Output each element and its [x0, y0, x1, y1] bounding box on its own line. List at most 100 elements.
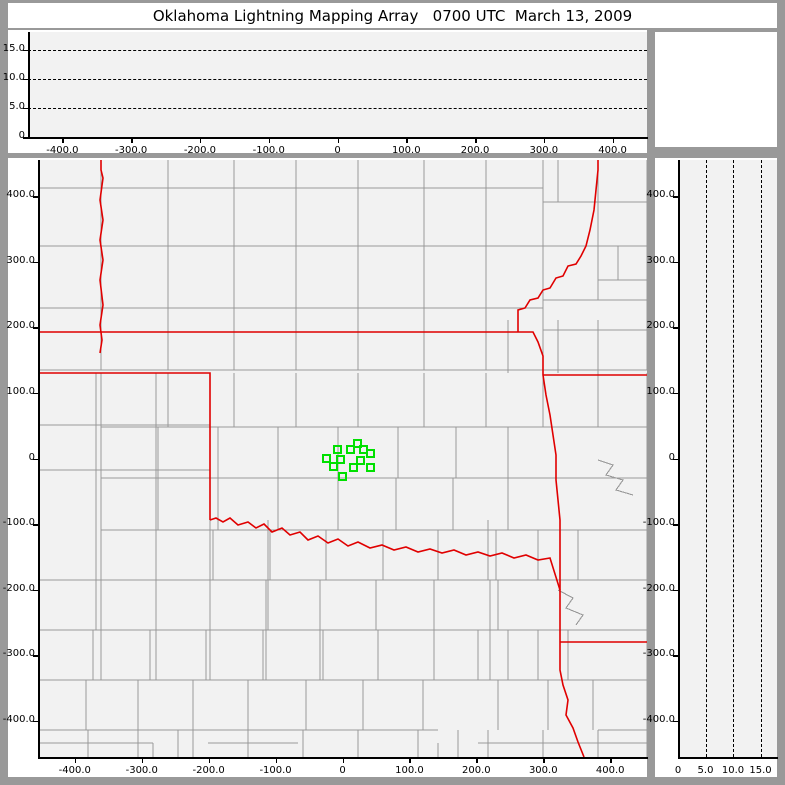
map-y-tick [33, 327, 39, 329]
map-x-tick-label: 100.0 [395, 765, 424, 776]
map-x-tick [342, 757, 344, 763]
top-panel-gridline [28, 78, 647, 80]
right-panel-y-tick [673, 458, 679, 460]
map-y-tick-label: -100.0 [2, 517, 35, 529]
map-x-tick-label: -100.0 [259, 765, 292, 776]
map-y-tick [33, 196, 39, 198]
lightning-source-marker [338, 472, 347, 482]
top-panel-y-axis [28, 32, 30, 137]
map-y-tick-label: 400.0 [6, 189, 35, 201]
top-panel-x-tick [543, 137, 546, 143]
right-panel-y-tick-label: 0 [668, 451, 675, 463]
right-panel-y-tick [673, 589, 679, 592]
top-panel-x-tick-label: -100.0 [252, 145, 285, 156]
map-y-tick [33, 720, 39, 723]
altitude-histogram-panel[interactable] [678, 160, 777, 757]
right-panel-y-tick-label: 200.0 [646, 320, 675, 332]
top-panel-y-tick [23, 137, 29, 139]
lightning-source-marker [328, 461, 338, 471]
map-x-tick-label: -400.0 [58, 765, 91, 776]
right-panel-y-tick-label: 100.0 [646, 385, 675, 397]
map-y-tick-label: 0 [28, 451, 35, 463]
map-y-tick [33, 589, 39, 592]
title-bar: Oklahoma Lightning Mapping Array 0700 UT… [8, 3, 777, 28]
top-panel-gridline [28, 107, 647, 109]
right-panel-gridline [760, 160, 762, 757]
lightning-source-marker [356, 455, 366, 465]
right-panel-x-tick-label: 10.0 [721, 765, 745, 776]
right-panel-y-tick-label: -200.0 [642, 582, 675, 594]
page-title: Oklahoma Lightning Mapping Array 0700 UT… [152, 6, 633, 25]
lightning-source-marker [352, 438, 362, 448]
lightning-source-map[interactable] [38, 160, 647, 757]
right-panel-y-tick-label: 400.0 [646, 189, 675, 201]
top-panel-y-tick-label: 0 [18, 130, 25, 141]
top-panel-x-tick [268, 137, 271, 143]
right-panel-y-tick [673, 655, 679, 657]
map-y-tick [33, 261, 39, 264]
map-x-tick [275, 757, 278, 763]
map-x-tick-label: -200.0 [192, 765, 225, 776]
lightning-source-marker [366, 448, 376, 458]
top-panel-x-tick [131, 137, 133, 143]
top-panel-y-tick [23, 107, 29, 110]
right-panel-y-tick [673, 261, 679, 264]
lightning-source-marker [366, 463, 376, 473]
map-y-tick-label: -200.0 [2, 582, 35, 594]
top-panel-x-tick-label: -400.0 [46, 145, 79, 156]
right-panel-x-axis [678, 757, 778, 759]
top-panel-y-tick [23, 78, 29, 81]
map-y-tick [33, 392, 39, 395]
lightning-source-marker [335, 455, 345, 465]
top-panel-y-tick-label: 5.0 [9, 100, 25, 112]
right-panel-y-tick [673, 524, 679, 526]
top-panel-x-tick [475, 137, 477, 143]
right-panel-y-tick [673, 720, 679, 723]
top-panel-x-tick [406, 137, 408, 143]
top-panel-x-tick [612, 137, 615, 143]
top-panel-x-tick-label: 400.0 [598, 145, 627, 156]
lightning-source-marker [349, 463, 359, 473]
lightning-source-marker [332, 445, 342, 455]
map-y-tick [33, 655, 39, 657]
top-panel-x-tick [62, 137, 64, 143]
right-panel-y-tick [673, 327, 679, 329]
map-x-tick-label: 300.0 [528, 765, 558, 776]
map-x-tick [141, 757, 144, 763]
right-panel-gridline [705, 160, 707, 757]
map-geography [38, 160, 647, 757]
time-altitude-panel[interactable] [28, 32, 647, 137]
top-panel-y-tick [23, 49, 29, 51]
map-x-tick [74, 757, 77, 763]
right-panel-y-tick [673, 196, 679, 198]
map-x-tick [543, 757, 545, 763]
top-panel-x-tick-label: 100.0 [391, 145, 421, 156]
right-panel-y-tick-label: 300.0 [646, 254, 675, 266]
right-panel-y-tick [673, 392, 679, 395]
map-y-tick-label: 300.0 [6, 254, 35, 266]
map-y-tick [33, 458, 39, 460]
map-x-tick [409, 757, 411, 763]
top-panel-gridline [28, 49, 647, 51]
map-y-tick [33, 524, 39, 526]
right-panel-y-tick-label: -100.0 [642, 517, 675, 529]
map-x-tick-label: 400.0 [595, 765, 625, 776]
map-y-tick-label: 100.0 [6, 385, 35, 397]
right-panel-x-tick-label: 5.0 [697, 765, 714, 776]
map-x-tick-label: 0 [339, 765, 346, 776]
right-panel-y-tick-label: -300.0 [642, 648, 675, 660]
top-panel-x-tick-label: 300.0 [529, 145, 559, 156]
map-y-tick-label: 200.0 [6, 320, 35, 332]
top-panel-x-tick-label: 200.0 [460, 145, 490, 156]
map-x-tick [476, 757, 478, 763]
right-panel-x-tick-label: 15.0 [749, 765, 772, 776]
top-panel-x-tick [337, 137, 339, 143]
top-panel-x-tick-label: 0 [334, 145, 341, 156]
top-panel-x-tick-label: -200.0 [183, 145, 217, 156]
lightning-source-marker [346, 445, 356, 455]
top-panel-x-tick [199, 137, 202, 143]
top-panel-x-tick-label: -300.0 [115, 145, 148, 156]
map-x-tick [208, 757, 211, 763]
right-panel-x-tick-label: 0 [674, 765, 682, 776]
